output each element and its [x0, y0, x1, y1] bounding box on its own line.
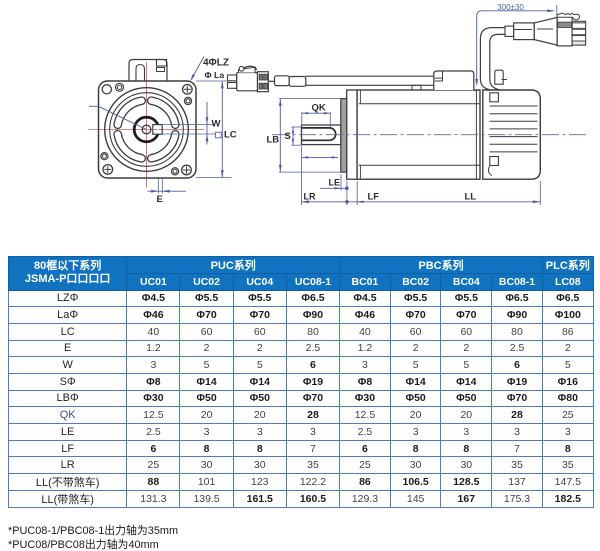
svg-text:S: S: [285, 131, 291, 142]
svg-text:LB: LB: [267, 135, 280, 146]
svg-text:LR: LR: [304, 192, 316, 202]
svg-text:LE: LE: [329, 178, 341, 188]
svg-text:Φ La: Φ La: [205, 70, 225, 80]
svg-text:E: E: [157, 194, 163, 205]
svg-text:LF: LF: [368, 192, 380, 203]
svg-text:LC: LC: [224, 130, 237, 141]
svg-text:300±30: 300±30: [497, 3, 524, 12]
svg-text:LL: LL: [465, 192, 477, 203]
svg-text:QK: QK: [312, 103, 326, 114]
svg-text:W: W: [212, 119, 221, 130]
svg-text:4ΦLZ: 4ΦLZ: [203, 58, 229, 69]
